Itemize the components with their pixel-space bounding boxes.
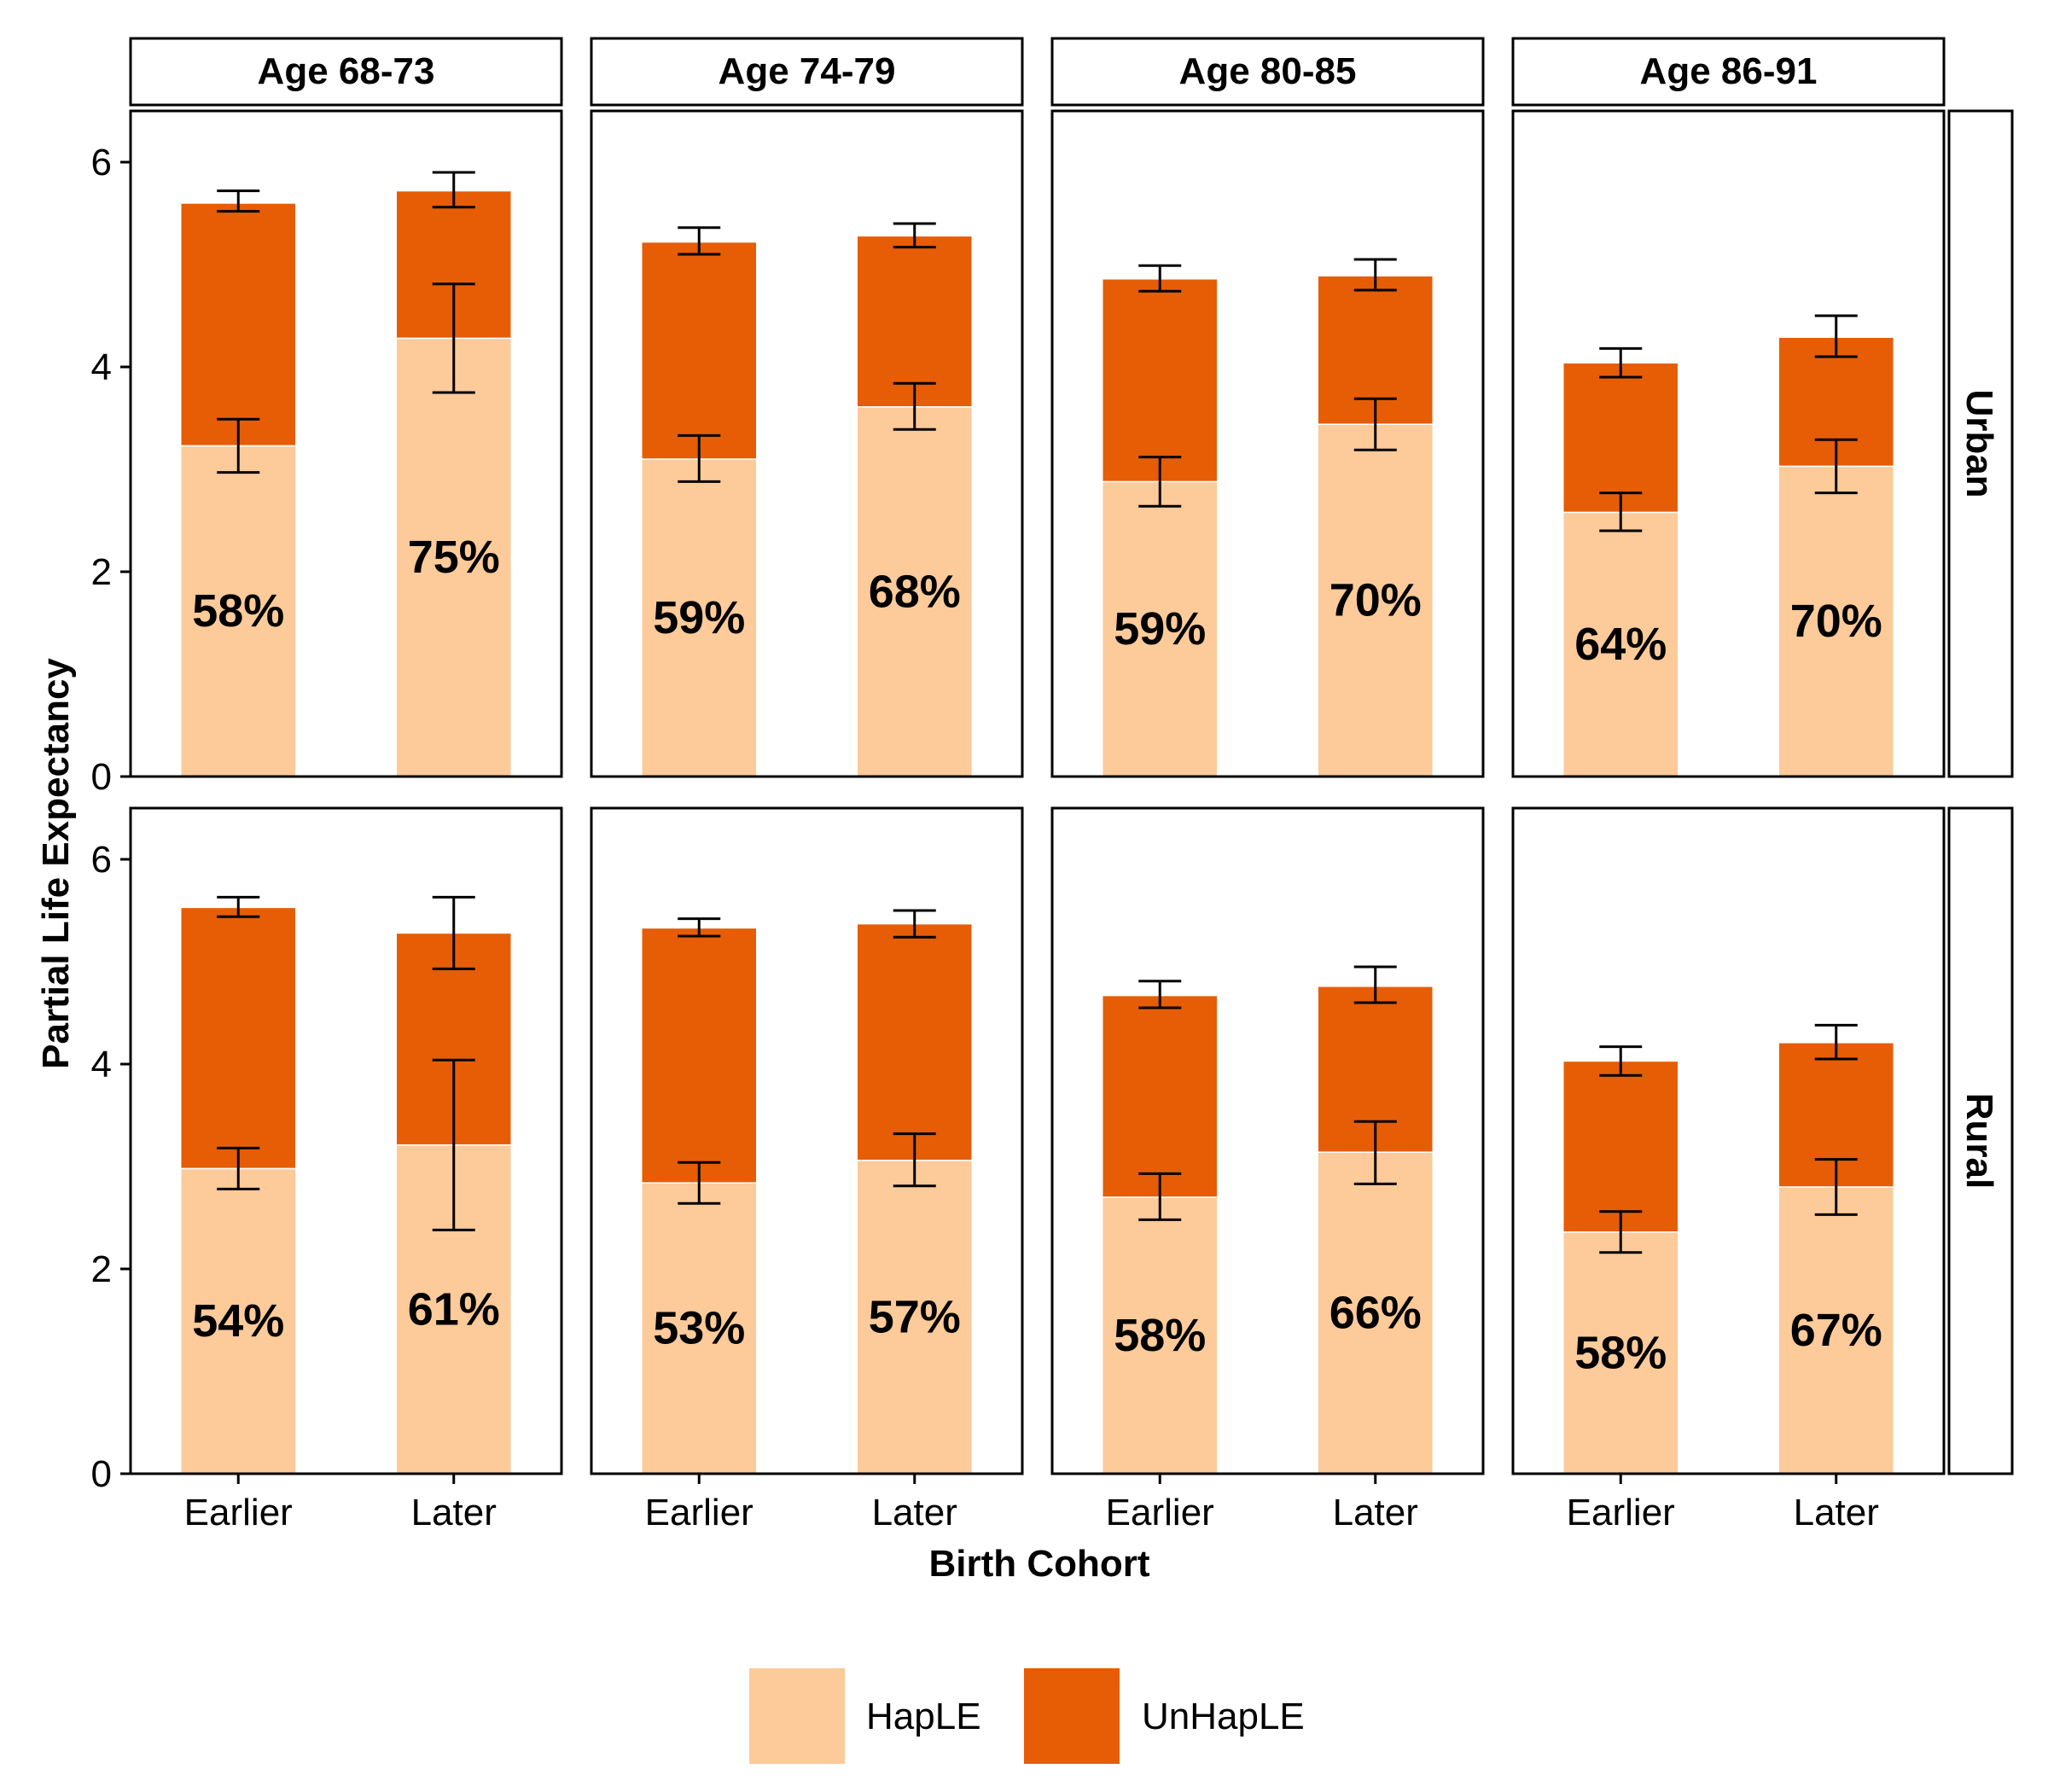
bar-unhaple-earlier [1562, 1060, 1679, 1233]
panel-rural-age-86-91: 58% 67% [1511, 806, 1946, 1475]
strip-age-68-73 [129, 37, 563, 107]
panel-urban-age-68-73: 58% 75% [129, 109, 563, 778]
pct-label-later: 61% [408, 1283, 500, 1335]
strip-urban [1947, 109, 2014, 778]
bar-unhaple-earlier [641, 241, 758, 460]
x-tick-label-later: Later [872, 1492, 957, 1533]
bar-unhaple-earlier [180, 906, 297, 1170]
y-tick-label: 0 [91, 1453, 112, 1495]
bar-haple-later [856, 1160, 973, 1475]
strip-age-74-79 [590, 37, 1024, 107]
bar-haple-earlier [641, 1182, 758, 1475]
bar-haple-later [1317, 423, 1434, 777]
panels: 58% 75% 59% 68% 59% 70% 64% 70% 54% 61% 53% 57% 58% 6… [129, 109, 1946, 1475]
pct-label-earlier: 59% [1114, 603, 1206, 655]
y-tick-label: 4 [91, 346, 112, 388]
x-tick-label-earlier: Earlier [1106, 1492, 1214, 1533]
panel-border [1050, 109, 1485, 778]
x-axes: Earlier Later Earlier Later Earlier Later Earl… [184, 1474, 1879, 1533]
bar-unhaple-earlier [641, 927, 758, 1184]
strip-label-urban: Urban [1958, 389, 2000, 497]
x-tick-label-later: Later [1333, 1492, 1418, 1533]
strip-rural [1947, 806, 2014, 1475]
panel-urban-age-80-85: 59% 70% [1050, 109, 1485, 778]
x-tick-label-later: Later [1794, 1492, 1879, 1533]
y-tick-label: 2 [91, 551, 112, 593]
x-tick-label-later: Later [411, 1492, 497, 1533]
y-tick-label: 6 [91, 142, 112, 183]
pct-label-earlier: 64% [1574, 619, 1667, 670]
bar-haple-earlier [1102, 480, 1219, 777]
pct-label-later: 67% [1790, 1305, 1882, 1356]
y-axes: 0 2 4 6 0 2 4 6 [91, 111, 132, 1495]
x-axis-title: Birth Cohort [928, 1543, 1149, 1585]
panel-rural-age-74-79: 53% 57% [590, 806, 1024, 1475]
bar-haple-earlier [180, 1167, 297, 1475]
legend-swatch-unhaple [1024, 1668, 1120, 1764]
panel-border [590, 806, 1024, 1475]
bar-haple-later [856, 406, 973, 777]
bar-haple-later [395, 337, 512, 777]
panel-urban-age-86-91: 64% 70% [1511, 109, 1946, 778]
legend: HapLE UnHapLE [749, 1668, 1305, 1764]
strip-label-age-74-79: Age 74-79 [719, 50, 896, 92]
pct-label-earlier: 53% [653, 1303, 745, 1354]
bar-unhaple-earlier [180, 202, 297, 447]
panel-border [1050, 806, 1485, 1475]
bar-unhaple-earlier [1102, 278, 1219, 483]
bar-haple-later [1777, 465, 1894, 777]
strip-age-80-85 [1050, 37, 1485, 107]
strip-label-age-86-91: Age 86-91 [1640, 50, 1818, 92]
y-tick-label: 0 [91, 756, 112, 798]
pct-label-later: 70% [1329, 575, 1422, 626]
panel-rural-age-68-73: 54% 61% [129, 806, 563, 1475]
pct-label-later: 57% [869, 1291, 961, 1342]
bar-unhaple-earlier [1102, 994, 1219, 1198]
x-tick-label-earlier: Earlier [1567, 1492, 1675, 1533]
panel-urban-age-74-79: 59% 68% [590, 109, 1024, 778]
strip-label-age-80-85: Age 80-85 [1179, 50, 1357, 92]
legend-label-haple: HapLE [866, 1696, 981, 1737]
pct-label-later: 68% [869, 566, 961, 617]
pct-label-earlier: 58% [1114, 1310, 1206, 1361]
bar-unhaple-earlier [1562, 362, 1679, 514]
column-strip-labels: Age 68-73 Age 74-79 Age 80-85 Age 86-91 [129, 37, 1946, 107]
bar-unhaple-later [856, 235, 973, 408]
bar-haple-earlier [1102, 1196, 1219, 1475]
y-tick-label: 2 [91, 1248, 112, 1290]
bar-haple-later [1777, 1186, 1894, 1475]
bar-haple-earlier [1562, 1231, 1679, 1475]
pct-label-earlier: 59% [653, 592, 745, 643]
pct-label-later: 70% [1790, 596, 1882, 647]
pct-label-earlier: 54% [192, 1295, 284, 1347]
panel-rural-age-80-85: 58% 66% [1050, 806, 1485, 1475]
pct-label-later: 66% [1329, 1288, 1422, 1339]
pct-label-earlier: 58% [192, 585, 284, 637]
pct-label-earlier: 58% [1574, 1327, 1667, 1378]
panel-border [1511, 109, 1946, 778]
strip-age-86-91 [1511, 37, 1946, 107]
y-tick-label: 6 [91, 839, 112, 881]
panel-border [1511, 806, 1946, 1475]
bar-unhaple-later [856, 922, 973, 1161]
legend-label-unhaple: UnHapLE [1142, 1696, 1305, 1737]
pct-label-later: 75% [408, 532, 500, 583]
x-tick-label-earlier: Earlier [645, 1492, 753, 1533]
row-strip-labels: Urban Rural [1947, 109, 2014, 1475]
strip-label-rural: Rural [1958, 1093, 2000, 1189]
panel-border [590, 109, 1024, 778]
strip-label-age-68-73: Age 68-73 [258, 50, 435, 92]
bar-haple-earlier [1562, 511, 1679, 777]
y-tick-label: 4 [91, 1044, 112, 1085]
legend-swatch-haple [749, 1668, 845, 1764]
x-tick-label-earlier: Earlier [184, 1492, 293, 1533]
y-axis-title: Partial Life Expectancy [35, 658, 77, 1069]
